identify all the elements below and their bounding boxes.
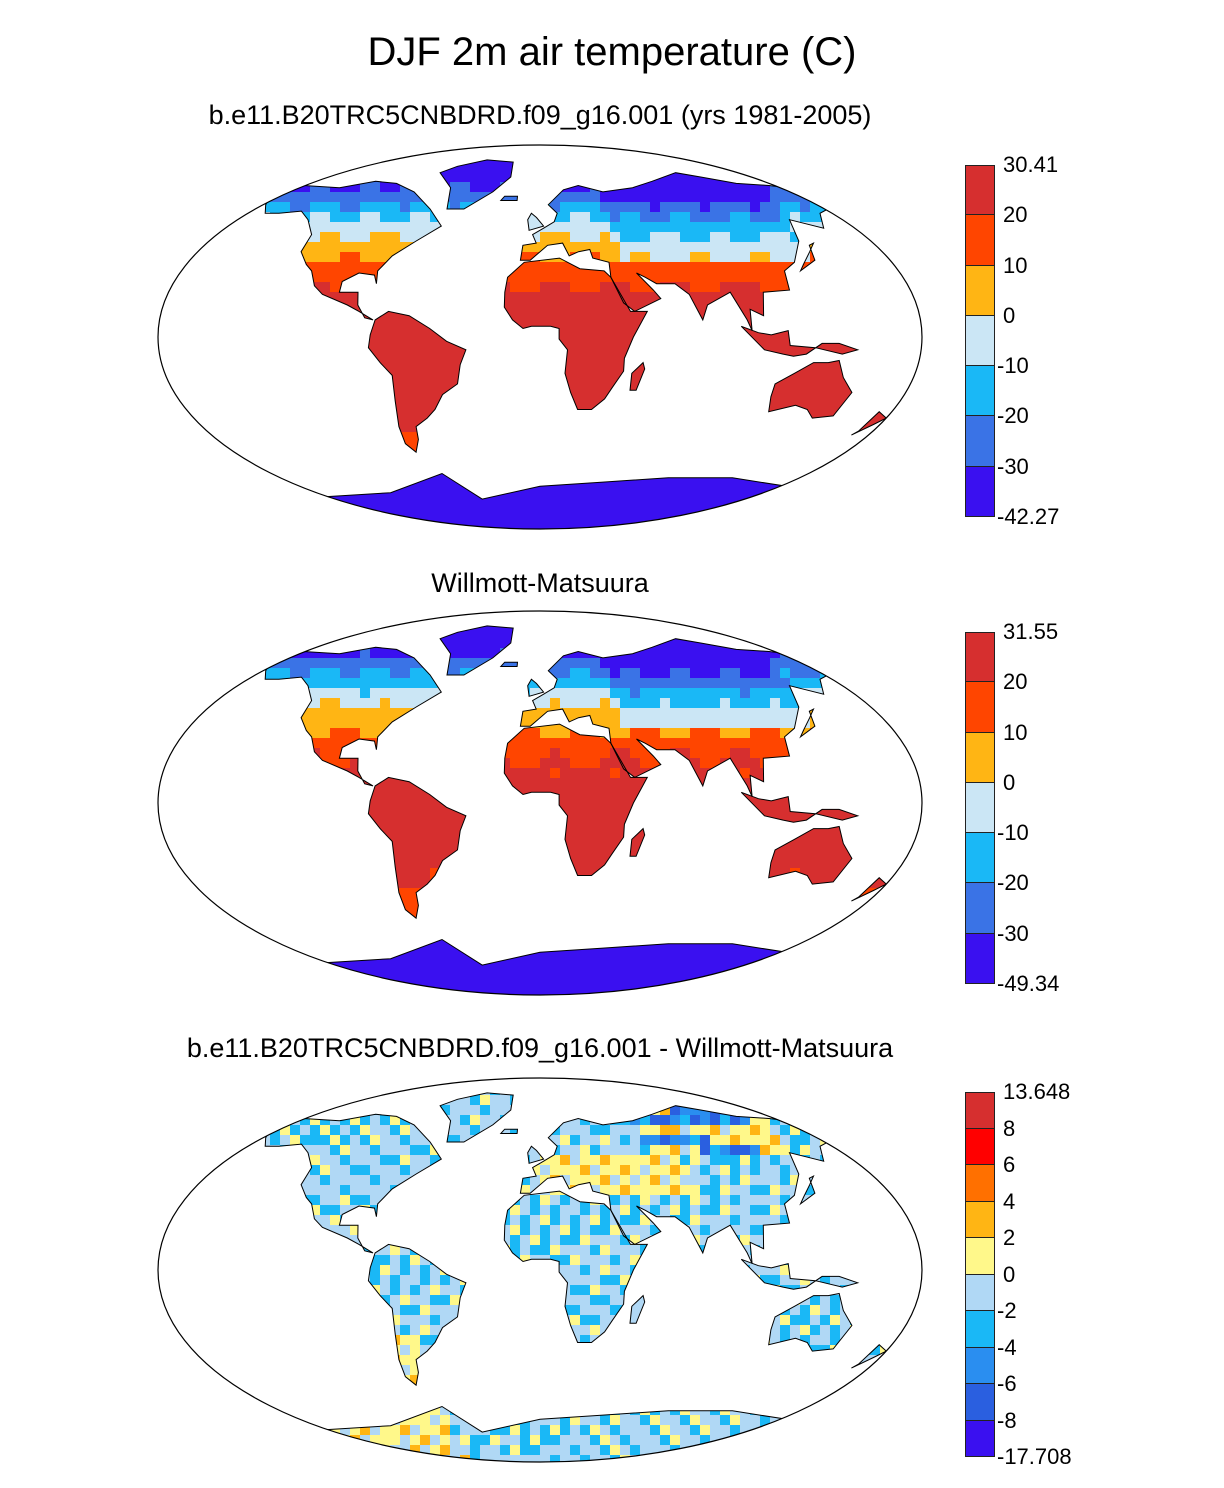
colorbar-swatch <box>965 1384 995 1421</box>
colorbar-label: -10 <box>997 353 1029 379</box>
map-border <box>157 144 923 530</box>
colorbar-label: 20 <box>1003 669 1028 695</box>
colorbar-label: -30 <box>997 920 1029 946</box>
panel-2-colorbar: 31.55 20 10 0 -10 -20 -30 -49.34 <box>965 619 1059 996</box>
colorbar-label: 4 <box>1003 1188 1016 1214</box>
panel-2-map <box>157 610 923 996</box>
panel-3-map <box>157 1077 923 1463</box>
colorbar-label: -49.34 <box>997 971 1060 996</box>
panel-1-title: b.e11.B20TRC5CNBDRD.f09_g16.001 (yrs 198… <box>208 100 872 130</box>
colorbar-swatch <box>965 1274 995 1311</box>
colorbar-label: -20 <box>997 870 1029 896</box>
panel-2-title: Willmott-Matsuura <box>431 568 649 598</box>
colorbar-label: 10 <box>1003 719 1028 745</box>
colorbar-swatch <box>965 1128 995 1165</box>
colorbar-label: 0 <box>1003 769 1016 795</box>
map-border <box>157 1077 923 1463</box>
colorbar-swatch <box>965 1238 995 1275</box>
colorbar-label: 13.648 <box>1003 1079 1071 1104</box>
coastlines <box>262 625 888 995</box>
colorbar-label: 6 <box>1003 1152 1016 1177</box>
colorbar-label: 30.41 <box>1003 152 1059 177</box>
colorbar-swatch <box>965 682 995 733</box>
colorbar-swatch <box>965 632 995 683</box>
colorbar-swatch <box>965 833 995 884</box>
colorbar-swatch <box>965 215 995 266</box>
colorbar-swatch <box>965 265 995 316</box>
colorbar-swatch <box>965 883 995 934</box>
panel-1-colorbar: 30.41 20 10 0 -10 -20 -30 -42.27 <box>965 152 1059 529</box>
colorbar-label: 10 <box>1003 252 1028 278</box>
colorbar-label: -30 <box>997 453 1029 479</box>
colorbar-swatch <box>965 933 995 984</box>
colorbar-swatch <box>965 416 995 467</box>
colorbar-swatch <box>965 1311 995 1348</box>
colorbar-swatch <box>965 315 995 367</box>
colorbar-swatch <box>965 466 995 517</box>
colorbar-label: 0 <box>1003 302 1016 328</box>
colorbar-swatch <box>965 732 995 783</box>
colorbar-label: -2 <box>997 1298 1017 1323</box>
panel-1-map <box>157 144 923 530</box>
colorbar-label: -4 <box>997 1334 1017 1360</box>
colorbar-label: -8 <box>997 1407 1017 1433</box>
colorbar-label: 2 <box>1003 1225 1016 1250</box>
colorbar-swatch <box>965 1092 995 1129</box>
colorbar-label: -42.27 <box>997 504 1060 529</box>
colorbar-swatch <box>965 1165 995 1202</box>
colorbar-swatch <box>965 165 995 216</box>
colorbar-label: -10 <box>997 820 1029 846</box>
figure-title: DJF 2m air temperature (C) <box>367 30 857 74</box>
colorbar-label: 8 <box>1003 1115 1016 1141</box>
colorbar-label: -20 <box>997 403 1029 429</box>
colorbar-label: 0 <box>1003 1261 1016 1287</box>
colorbar-swatch <box>965 1347 995 1384</box>
colorbar-swatch <box>965 1201 995 1238</box>
colorbar-label: -6 <box>997 1371 1017 1396</box>
colorbar-label: 31.55 <box>1003 619 1059 644</box>
panel-3-colorbar: 13.648 8 6 4 2 0 -2 -4 -6 -8 -17.708 <box>965 1079 1072 1469</box>
colorbar-swatch <box>965 366 995 417</box>
colorbar-swatch <box>965 1420 995 1457</box>
coastlines <box>262 1092 888 1462</box>
colorbar-label: 20 <box>1003 202 1028 228</box>
panel-3-title: b.e11.B20TRC5CNBDRD.f09_g16.001 - Willmo… <box>186 1033 894 1063</box>
colorbar-label: -17.708 <box>997 1444 1072 1469</box>
map-border <box>157 610 923 996</box>
colorbar-swatch <box>965 782 995 834</box>
